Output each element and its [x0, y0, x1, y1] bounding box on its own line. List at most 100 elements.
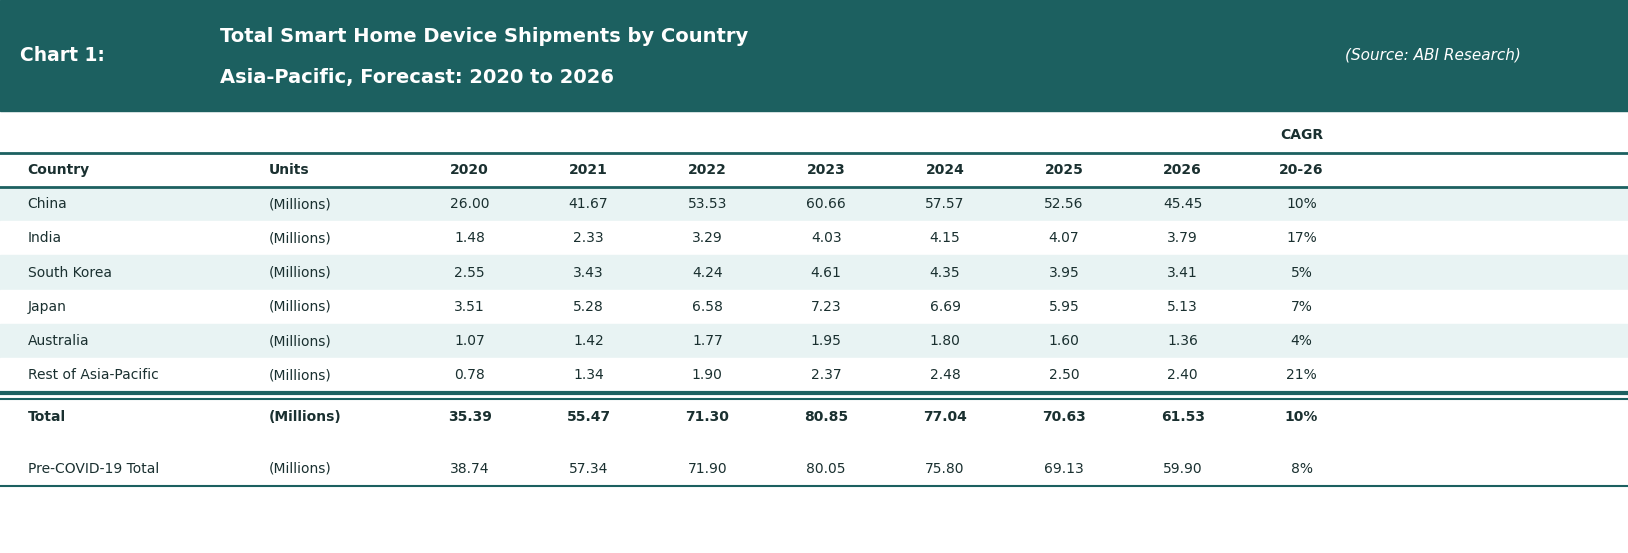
Text: 57.57: 57.57: [925, 197, 965, 211]
Text: 4.03: 4.03: [811, 231, 842, 246]
Text: 5%: 5%: [1291, 265, 1312, 280]
Text: 1.90: 1.90: [692, 368, 723, 383]
Text: 41.67: 41.67: [568, 197, 609, 211]
Text: 35.39: 35.39: [448, 410, 492, 424]
Text: (Millions): (Millions): [269, 231, 332, 246]
Text: 8%: 8%: [1291, 462, 1312, 476]
Text: 70.63: 70.63: [1042, 410, 1086, 424]
Text: (Millions): (Millions): [269, 368, 332, 383]
Text: 2.37: 2.37: [811, 368, 842, 383]
Bar: [0, 187, 1628, 221]
Text: Australia: Australia: [28, 334, 90, 348]
Text: 10%: 10%: [1284, 410, 1319, 424]
Text: 5.95: 5.95: [1048, 300, 1079, 314]
Bar: [0, 358, 1628, 393]
Text: (Millions): (Millions): [269, 197, 332, 211]
Text: (Millions): (Millions): [269, 410, 342, 424]
Bar: [0, 255, 1628, 290]
Text: Chart 1:: Chart 1:: [20, 46, 104, 65]
Text: 71.90: 71.90: [687, 462, 728, 476]
Text: 10%: 10%: [1286, 197, 1317, 211]
Text: 5.13: 5.13: [1167, 300, 1198, 314]
Text: 52.56: 52.56: [1044, 197, 1084, 211]
Text: 4.07: 4.07: [1048, 231, 1079, 246]
Text: 7.23: 7.23: [811, 300, 842, 314]
Text: Japan: Japan: [28, 300, 67, 314]
Text: 71.30: 71.30: [685, 410, 729, 424]
Text: 6.69: 6.69: [930, 300, 961, 314]
Text: Asia-Pacific, Forecast: 2020 to 2026: Asia-Pacific, Forecast: 2020 to 2026: [220, 68, 614, 87]
Text: 2021: 2021: [570, 163, 607, 177]
Text: Rest of Asia-Pacific: Rest of Asia-Pacific: [28, 368, 158, 383]
Text: 2022: 2022: [689, 163, 726, 177]
Text: 57.34: 57.34: [568, 462, 609, 476]
Text: 45.45: 45.45: [1162, 197, 1203, 211]
Text: India: India: [28, 231, 62, 246]
Text: 0.78: 0.78: [454, 368, 485, 383]
Text: 4%: 4%: [1291, 334, 1312, 348]
Text: CAGR: CAGR: [1280, 128, 1324, 142]
Text: 3.51: 3.51: [454, 300, 485, 314]
Text: 61.53: 61.53: [1161, 410, 1205, 424]
Text: 2025: 2025: [1045, 163, 1083, 177]
Text: 2023: 2023: [807, 163, 845, 177]
Text: 1.36: 1.36: [1167, 334, 1198, 348]
Text: Country: Country: [28, 163, 90, 177]
Bar: [0, 324, 1628, 358]
Text: 2.40: 2.40: [1167, 368, 1198, 383]
Text: 4.24: 4.24: [692, 265, 723, 280]
Text: 1.07: 1.07: [454, 334, 485, 348]
Text: 77.04: 77.04: [923, 410, 967, 424]
Text: 1.48: 1.48: [454, 231, 485, 246]
Text: 5.28: 5.28: [573, 300, 604, 314]
Text: Units: Units: [269, 163, 309, 177]
Text: (Millions): (Millions): [269, 300, 332, 314]
Text: 1.77: 1.77: [692, 334, 723, 348]
Text: 4.15: 4.15: [930, 231, 961, 246]
Text: 69.13: 69.13: [1044, 462, 1084, 476]
Text: 2026: 2026: [1164, 163, 1201, 177]
Text: Total: Total: [28, 410, 65, 424]
Text: (Millions): (Millions): [269, 334, 332, 348]
Text: 3.95: 3.95: [1048, 265, 1079, 280]
Bar: [0, 290, 1628, 324]
Text: 4.61: 4.61: [811, 265, 842, 280]
Text: 26.00: 26.00: [449, 197, 490, 211]
Text: 53.53: 53.53: [687, 197, 728, 211]
Text: 2.48: 2.48: [930, 368, 961, 383]
Text: 17%: 17%: [1286, 231, 1317, 246]
Bar: [0, 452, 1628, 486]
Text: 1.42: 1.42: [573, 334, 604, 348]
Bar: [0, 0, 1628, 111]
Bar: [0, 399, 1628, 435]
Text: 59.90: 59.90: [1162, 462, 1203, 476]
Text: 1.60: 1.60: [1048, 334, 1079, 348]
Text: Total Smart Home Device Shipments by Country: Total Smart Home Device Shipments by Cou…: [220, 27, 747, 46]
Text: 2024: 2024: [926, 163, 964, 177]
Text: South Korea: South Korea: [28, 265, 112, 280]
Text: 3.79: 3.79: [1167, 231, 1198, 246]
Bar: [0, 111, 1628, 553]
Text: 21%: 21%: [1286, 368, 1317, 383]
Text: 55.47: 55.47: [567, 410, 610, 424]
Text: 3.43: 3.43: [573, 265, 604, 280]
Text: 2.33: 2.33: [573, 231, 604, 246]
Text: 4.35: 4.35: [930, 265, 961, 280]
Text: 38.74: 38.74: [449, 462, 490, 476]
Text: 3.29: 3.29: [692, 231, 723, 246]
Text: 2.50: 2.50: [1048, 368, 1079, 383]
Text: Pre-COVID-19 Total: Pre-COVID-19 Total: [28, 462, 160, 476]
Text: 75.80: 75.80: [925, 462, 965, 476]
Text: 20-26: 20-26: [1280, 163, 1324, 177]
Text: 6.58: 6.58: [692, 300, 723, 314]
Text: 7%: 7%: [1291, 300, 1312, 314]
Text: 60.66: 60.66: [806, 197, 847, 211]
Text: (Source: ABI Research): (Source: ABI Research): [1345, 48, 1521, 63]
Text: 80.05: 80.05: [806, 462, 847, 476]
Text: 1.80: 1.80: [930, 334, 961, 348]
Text: 3.41: 3.41: [1167, 265, 1198, 280]
Text: 2020: 2020: [451, 163, 488, 177]
Text: 1.95: 1.95: [811, 334, 842, 348]
Text: 1.34: 1.34: [573, 368, 604, 383]
Text: 80.85: 80.85: [804, 410, 848, 424]
